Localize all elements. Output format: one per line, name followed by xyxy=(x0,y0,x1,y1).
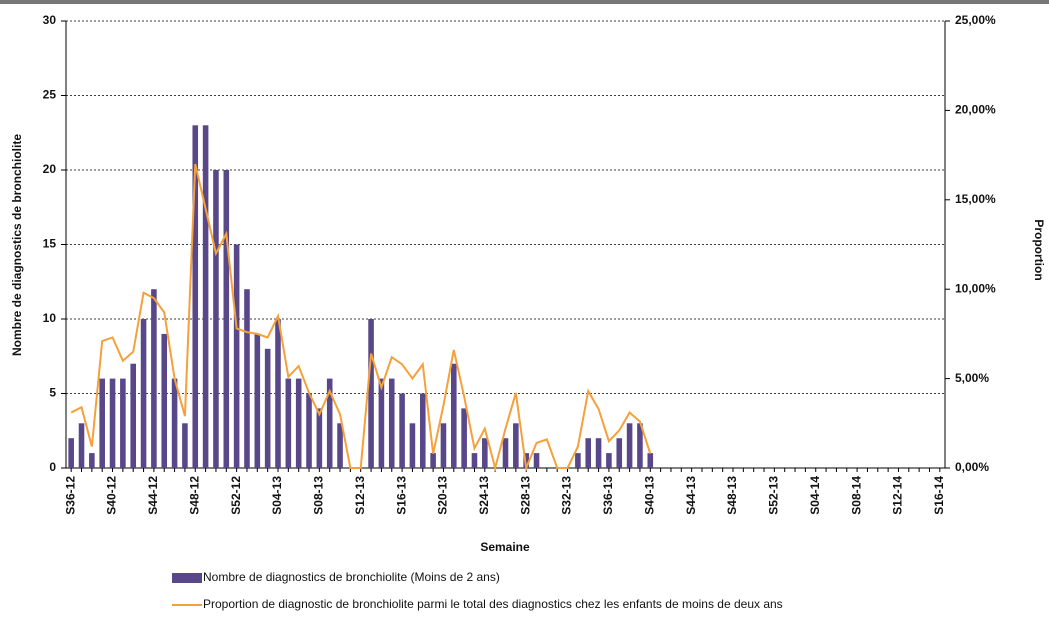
top-border xyxy=(0,0,1049,4)
x-tick-label: S24-13 xyxy=(477,476,491,515)
x-tick-label: S48-12 xyxy=(187,476,201,515)
y-tick-label: 5 xyxy=(49,386,56,400)
bar xyxy=(399,393,405,468)
bar xyxy=(378,378,385,468)
y-tick-label: 25 xyxy=(43,88,57,102)
bar xyxy=(285,378,292,468)
x-tick-label: S48-13 xyxy=(725,476,739,515)
y2-tick-label: 20,00% xyxy=(955,103,996,117)
bar xyxy=(316,408,323,468)
y2-tick-label: 0,00% xyxy=(955,460,989,474)
bar xyxy=(130,363,137,468)
bar xyxy=(223,170,230,468)
x-tick-label: S40-12 xyxy=(105,476,119,515)
bar xyxy=(89,453,95,468)
x-axis-label: Semaine xyxy=(480,540,530,554)
bar xyxy=(647,453,654,468)
bar xyxy=(140,319,147,468)
bar xyxy=(295,378,302,468)
bar xyxy=(502,438,509,468)
legend-label: Nombre de diagnostics de bronchiolite (M… xyxy=(203,570,500,584)
x-tick-label: S20-13 xyxy=(436,476,450,515)
y2-tick-label: 10,00% xyxy=(955,281,996,295)
bar xyxy=(337,423,343,468)
legend-swatch xyxy=(172,573,202,583)
bar xyxy=(213,170,219,468)
y-tick-label: 10 xyxy=(43,311,57,325)
bar xyxy=(575,453,581,468)
y-tick-label: 0 xyxy=(49,460,56,474)
bar xyxy=(264,348,271,468)
y-tick-label: 15 xyxy=(43,237,57,251)
x-tick-label: S52-13 xyxy=(767,476,781,515)
bar xyxy=(99,378,105,468)
bar xyxy=(161,333,168,468)
x-tick-label: S32-13 xyxy=(560,476,574,515)
bar xyxy=(192,125,199,469)
bar xyxy=(78,423,85,468)
bar xyxy=(120,378,126,468)
bar xyxy=(523,453,529,468)
y-tick-label: 30 xyxy=(43,13,57,27)
bar xyxy=(482,438,488,468)
bar xyxy=(233,244,240,468)
bar xyxy=(616,438,623,468)
x-tick-label: S40-13 xyxy=(642,476,656,515)
bar xyxy=(306,393,312,468)
bar xyxy=(109,378,116,468)
x-tick-label: S08-13 xyxy=(312,476,326,515)
x-tick-label: S16-14 xyxy=(932,476,946,515)
x-tick-label: S04-14 xyxy=(808,476,822,515)
bar xyxy=(430,453,436,468)
bar xyxy=(244,289,250,468)
bar xyxy=(171,378,178,468)
x-tick-label: S28-13 xyxy=(518,476,532,515)
bar xyxy=(513,423,519,468)
bar xyxy=(182,423,188,468)
bar xyxy=(606,453,612,468)
bar xyxy=(388,378,395,468)
y2-tick-label: 15,00% xyxy=(955,192,996,206)
bar xyxy=(254,333,261,468)
y-axis-label: Nombre de diagnostics de bronchiolite xyxy=(10,134,24,356)
line xyxy=(70,163,652,472)
bar xyxy=(595,438,602,468)
bar xyxy=(275,319,281,468)
y2-tick-label: 5,00% xyxy=(955,371,989,385)
bar xyxy=(637,423,643,468)
bar xyxy=(585,438,592,468)
x-tick-label: S44-13 xyxy=(684,476,698,515)
bar xyxy=(451,363,457,468)
bar xyxy=(440,423,447,468)
x-tick-label: S08-14 xyxy=(849,476,863,515)
legend-label: Proportion de diagnostic de bronchiolite… xyxy=(203,597,783,611)
bar xyxy=(533,453,540,468)
x-tick-label: S12-13 xyxy=(353,476,367,515)
y-tick-label: 20 xyxy=(43,162,57,176)
x-tick-label: S44-12 xyxy=(146,476,160,515)
bar xyxy=(461,408,467,468)
x-tick-label: S04-13 xyxy=(270,476,284,515)
x-tick-label: S36-12 xyxy=(63,476,77,515)
bar xyxy=(202,125,209,469)
bar xyxy=(151,289,157,468)
bar xyxy=(368,319,374,468)
y2-tick-label: 25,00% xyxy=(955,13,996,27)
bar xyxy=(419,393,426,468)
bar xyxy=(471,453,478,468)
bar xyxy=(409,423,416,468)
y2-axis-label: Proportion xyxy=(1032,219,1046,280)
bar xyxy=(68,438,74,468)
x-tick-label: S12-14 xyxy=(891,476,905,515)
x-tick-label: S16-13 xyxy=(394,476,408,515)
x-tick-label: S36-13 xyxy=(601,476,615,515)
bar xyxy=(326,378,333,468)
x-tick-label: S52-12 xyxy=(229,476,243,515)
bar xyxy=(626,423,633,468)
